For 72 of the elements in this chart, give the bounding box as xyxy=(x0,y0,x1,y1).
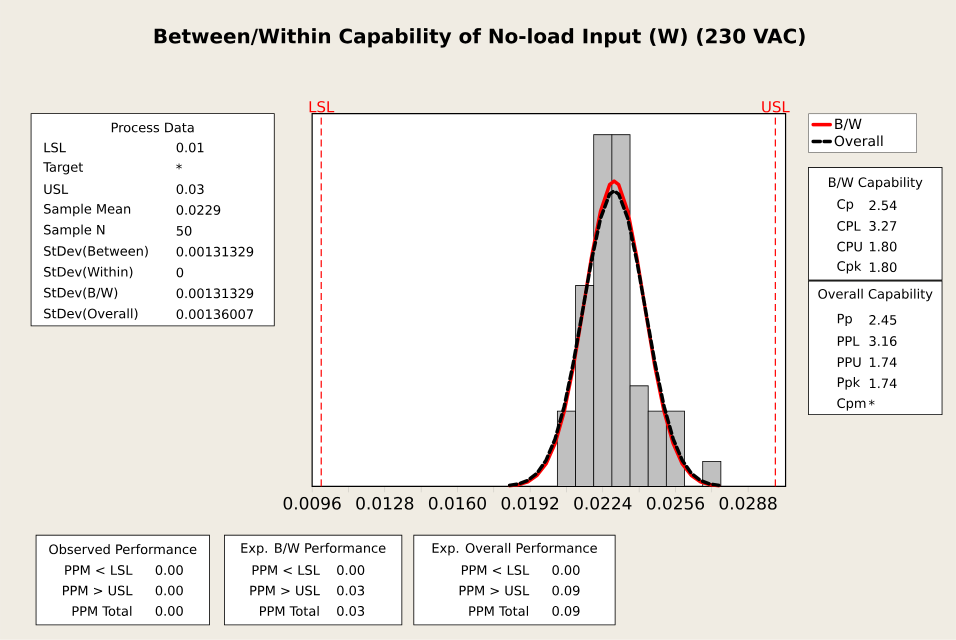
text: 0.00 xyxy=(156,586,183,596)
text: 0.00131329 xyxy=(176,288,254,298)
text: 0.09 xyxy=(552,606,580,616)
text: 0.00131329 xyxy=(176,246,254,257)
text: StDev(B/W) xyxy=(44,288,118,300)
text: 0.0229 xyxy=(176,205,220,215)
text: 0.03 xyxy=(337,586,364,596)
text: PPM Total xyxy=(260,606,319,616)
text: 3.27 xyxy=(869,221,896,231)
text: 0.09 xyxy=(552,586,580,596)
text: B/W Capability xyxy=(828,177,922,190)
text: Cp xyxy=(837,199,854,212)
text: Target xyxy=(43,162,84,174)
text: 1.74 xyxy=(870,358,897,367)
text: Cpk xyxy=(837,260,862,274)
text: USL xyxy=(44,184,68,194)
text: CPL xyxy=(837,221,861,231)
text: 1.74 xyxy=(870,378,897,388)
text: 0 xyxy=(176,268,184,278)
x-tick-label: 0.0256 xyxy=(646,496,704,510)
text: Observed Performance xyxy=(49,544,196,554)
legend-label: Overall xyxy=(834,135,882,146)
text: 1.80 xyxy=(870,242,896,252)
ref-line-label: USL xyxy=(762,101,790,112)
text: 0.00 xyxy=(337,565,364,576)
ref-line-label: LSL xyxy=(310,101,334,112)
text: Exp. B/W Performance xyxy=(241,542,386,556)
text: Sample N xyxy=(44,224,104,238)
legend-label: B/W xyxy=(835,118,862,130)
text: 50 xyxy=(176,226,192,236)
text: 0.00 xyxy=(156,565,183,576)
text: Pp xyxy=(838,314,852,326)
text: LSL xyxy=(44,142,66,152)
text: Sample Mean xyxy=(44,204,130,216)
x-tick-label: 0.0288 xyxy=(720,496,777,510)
text: Cpm xyxy=(837,398,866,411)
text: Process Data xyxy=(112,122,194,132)
text: 3.16 xyxy=(869,336,897,346)
text: PPM Total xyxy=(469,606,528,616)
text: 2.45 xyxy=(869,315,896,325)
text: 0.03 xyxy=(176,184,204,194)
text: 1.80 xyxy=(870,262,896,272)
text: PPM < LSL xyxy=(65,565,132,576)
text: * xyxy=(176,164,182,170)
text: Overall Capability xyxy=(818,288,933,302)
x-tick-label: 0.0160 xyxy=(428,496,486,510)
text: 0.01 xyxy=(176,142,204,152)
x-tick-label: 0.0192 xyxy=(502,496,558,510)
chart-title: Between/Within Capability of No-load Input (W) (230 VAC) xyxy=(154,28,805,48)
x-tick-label: 0.0128 xyxy=(356,496,414,510)
text: PPM > USL xyxy=(250,586,320,596)
text: PPM < LSL xyxy=(462,565,530,576)
text: PPM > USL xyxy=(460,586,530,596)
text: PPM Total xyxy=(72,606,132,616)
text: 0.00 xyxy=(552,565,580,576)
text: 2.54 xyxy=(869,200,897,210)
text: 0.00 xyxy=(156,606,183,616)
text: PPL xyxy=(838,336,860,346)
text: StDev(Overall) xyxy=(44,308,138,320)
text: PPM > USL xyxy=(62,586,132,596)
text: 0.00136007 xyxy=(176,309,253,320)
text: PPM < LSL xyxy=(252,565,320,576)
text: Ppk xyxy=(838,377,860,390)
text: StDev(Within) xyxy=(44,266,132,278)
x-tick-label: 0.0224 xyxy=(574,496,632,510)
x-tick-label: 0.0096 xyxy=(284,496,341,510)
text: Exp. Overall Performance xyxy=(432,542,597,556)
text: StDev(Between) xyxy=(44,246,148,258)
text: PPU xyxy=(838,357,861,368)
text: * xyxy=(868,400,875,406)
text: CPU xyxy=(837,242,862,252)
text: 0.03 xyxy=(337,606,364,616)
